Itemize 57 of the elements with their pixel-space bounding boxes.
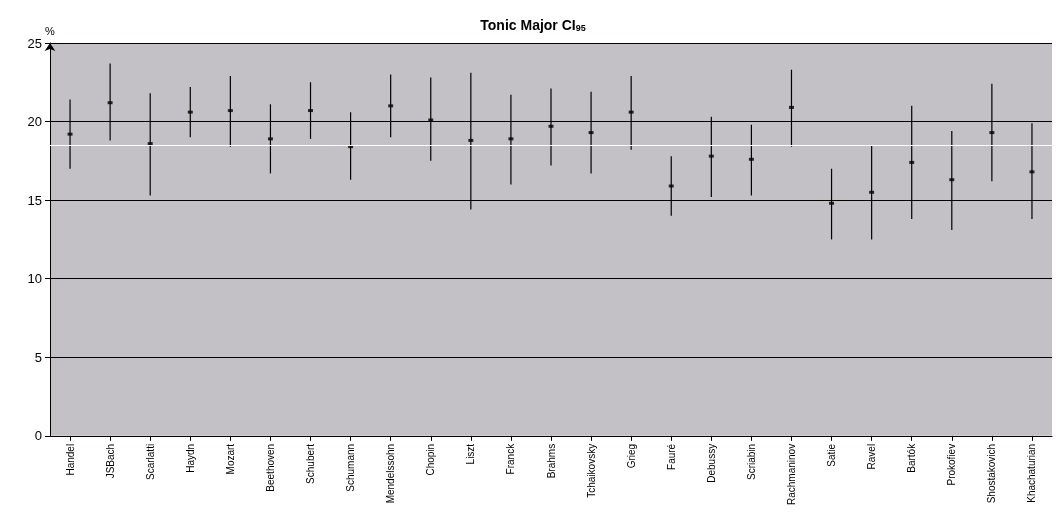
- y-tick-label: 5: [34, 349, 42, 365]
- x-tick-label: Bartók: [906, 442, 918, 473]
- point: [909, 160, 915, 164]
- x-tick-label: Haydn: [184, 443, 196, 473]
- point: [267, 137, 273, 141]
- point: [708, 154, 714, 158]
- x-tick-label: Scriabin: [745, 443, 757, 480]
- x-tick-label: Rachmaninov: [785, 443, 797, 506]
- x-tick-label: Brahms: [545, 443, 557, 479]
- x-tick-label: Franck: [505, 442, 517, 475]
- x-tick-label: JSBach: [104, 443, 116, 479]
- y-axis-title: %: [45, 25, 56, 38]
- x-tick-label: Schubert: [305, 443, 317, 484]
- y-tick-label: 10: [27, 271, 42, 287]
- x-tick-label: Ravel: [866, 443, 878, 470]
- point: [588, 131, 594, 135]
- point: [308, 109, 314, 113]
- point: [548, 124, 554, 128]
- x-tick-label: Mendelssohn: [385, 443, 397, 504]
- point: [1029, 170, 1035, 174]
- x-tick-label: Beethoven: [264, 443, 276, 492]
- point: [187, 110, 193, 114]
- x-tick-label: Liszt: [465, 443, 477, 465]
- point: [949, 178, 955, 182]
- x-tick-label: Satie: [826, 443, 838, 467]
- x-tick-label: Scarlatti: [144, 443, 156, 480]
- point: [989, 131, 995, 135]
- point: [668, 184, 674, 188]
- point: [788, 105, 794, 109]
- point: [107, 101, 113, 105]
- point: [388, 104, 394, 108]
- x-tick-label: Shostakovich: [986, 443, 998, 504]
- x-tick-label: Grieg: [625, 443, 637, 469]
- x-tick-label: Tchaikovsky: [585, 443, 597, 498]
- x-tick-label: Schumann: [345, 443, 357, 492]
- point: [628, 110, 634, 114]
- point: [227, 109, 233, 113]
- point: [829, 201, 835, 205]
- x-tick-label: Handel: [64, 443, 76, 476]
- x-tick-label: Fauré: [665, 443, 677, 470]
- y-tick-label: 0: [34, 428, 42, 444]
- x-tick-label: Chopin: [425, 443, 437, 476]
- point: [67, 132, 73, 136]
- x-tick-label: Mozart: [224, 443, 236, 475]
- x-tick-label: Debussy: [705, 443, 717, 483]
- y-tick-label: 25: [27, 35, 42, 51]
- point: [508, 137, 514, 141]
- point: [428, 118, 434, 122]
- point: [748, 157, 754, 161]
- point: [468, 138, 474, 142]
- y-tick-label: 15: [27, 192, 42, 208]
- chart-title: Tonic Major CI95: [480, 16, 586, 33]
- y-tick-label: 20: [27, 114, 42, 130]
- point: [869, 190, 875, 194]
- x-tick-label: Khachaturian: [1026, 443, 1038, 503]
- x-tick-label: Prokofiev: [946, 443, 958, 486]
- point: [147, 142, 153, 146]
